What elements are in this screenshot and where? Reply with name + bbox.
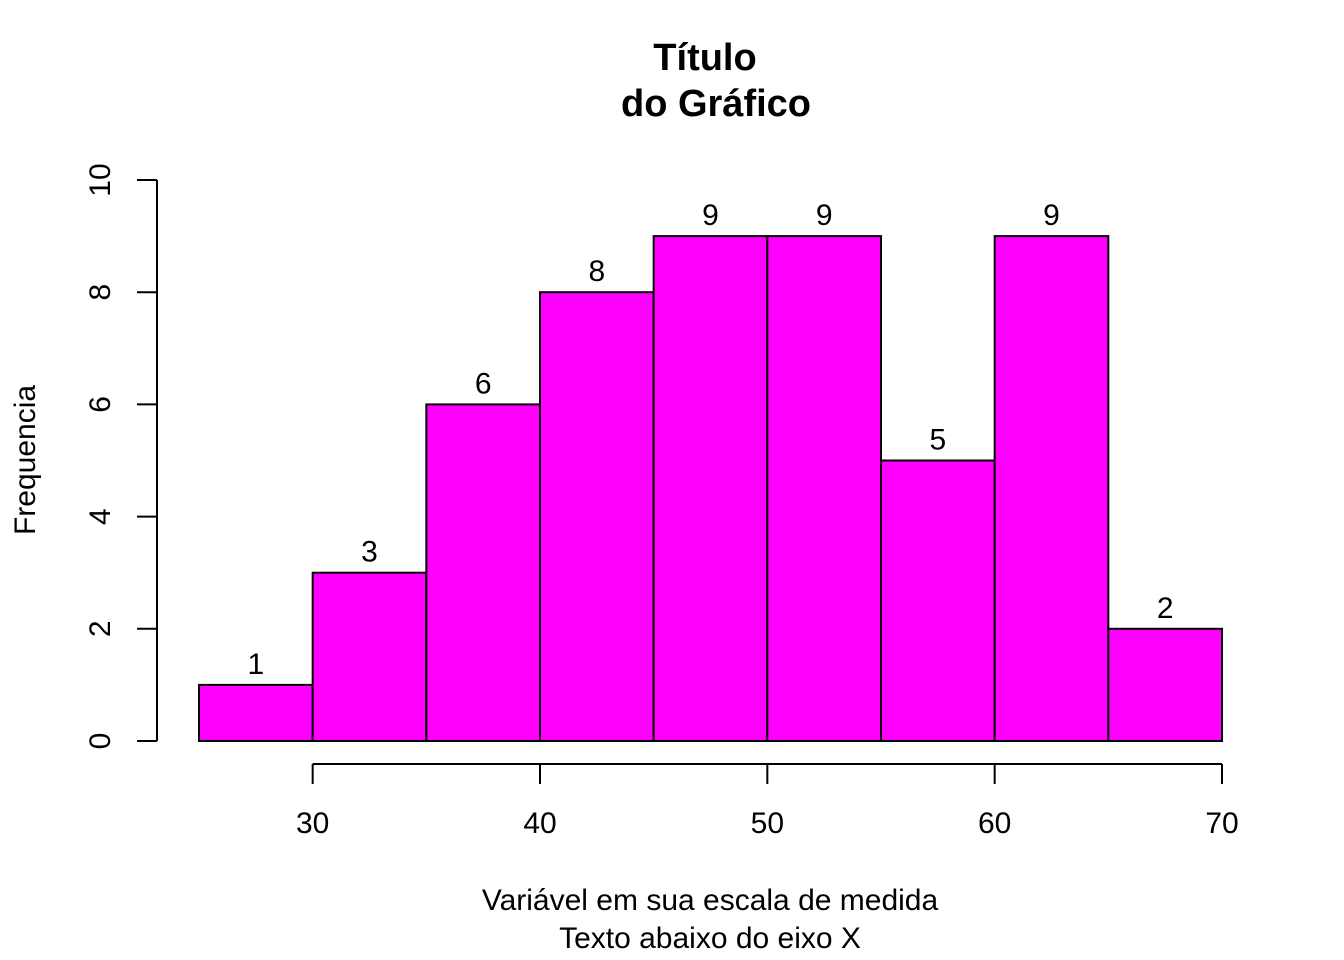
histogram-bar [880, 459, 996, 742]
bar-count-label: 2 [1157, 592, 1174, 625]
chart-title-line-1: Título [653, 37, 756, 79]
histogram-bar [652, 235, 769, 742]
x-tick-label: 50 [751, 807, 784, 840]
bar-count-label: 8 [588, 255, 605, 288]
histogram-bar [766, 235, 882, 742]
histogram-bar [425, 403, 542, 742]
y-tick-label: 2 [84, 620, 117, 637]
bar-count-label: 3 [361, 536, 378, 569]
histogram-bars [198, 235, 1224, 743]
x-tick-label: 40 [523, 807, 556, 840]
bar-count-labels: 1 3 6 8 9 9 5 9 2 [247, 199, 1173, 681]
x-tick-label: 60 [978, 807, 1011, 840]
bar-count-label: 1 [247, 648, 264, 681]
histogram-bar [539, 291, 655, 742]
x-tick-label: 30 [296, 807, 329, 840]
y-tick-label: 6 [84, 396, 117, 413]
histogram-bar [1107, 627, 1224, 742]
y-tick-label: 8 [84, 284, 117, 301]
y-tick-label: 4 [84, 508, 117, 525]
x-axis-label-line-1: Variável em sua escala de medida [482, 884, 939, 917]
x-axis: 30 40 50 60 70 [296, 763, 1239, 840]
chart-title-line-2: do Gráfico [621, 83, 811, 125]
y-axis: 0 2 4 6 8 10 [84, 163, 158, 750]
y-axis-label: Frequencia [9, 385, 42, 535]
histogram-bar [198, 683, 314, 743]
histogram-bar [311, 571, 428, 743]
bar-count-label: 5 [929, 424, 946, 457]
y-tick-label: 10 [84, 163, 117, 196]
x-tick-label: 70 [1205, 807, 1238, 840]
bar-count-label: 9 [816, 199, 833, 232]
x-axis-label-line-2: Texto abaixo do eixo X [559, 922, 861, 955]
bar-count-label: 9 [1043, 199, 1060, 232]
y-tick-label: 0 [84, 733, 117, 750]
bar-count-label: 9 [702, 199, 719, 232]
histogram-bar [993, 235, 1110, 742]
bar-count-label: 6 [475, 367, 492, 400]
